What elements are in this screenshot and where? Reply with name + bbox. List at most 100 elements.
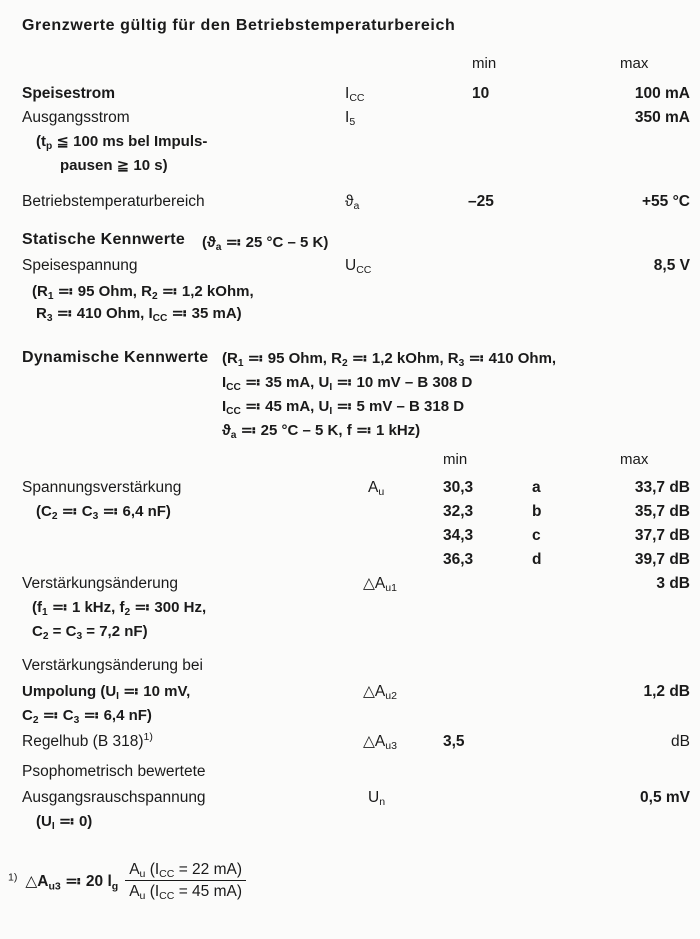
gain-cond-c: ≕ 6,4 nF) [98, 503, 171, 520]
footnote-equals: ≕ 20 [60, 873, 108, 891]
stat-c2-sub2: CC [152, 313, 168, 325]
dyn-c1-a: (R [222, 350, 238, 367]
gain-change-1-condition-line1: (f1 ≕ 1 kHz, f2 ≕ 300 Hz, [32, 599, 207, 618]
dynamische-condition-line4: ϑa ≕ 25 °C – 5 K, f ≕ 1 kHz) [222, 422, 420, 441]
row-label-regelhub: Regelhub (B 318)1) [22, 731, 153, 750]
symbol-delta-au1-sub: u1 [385, 582, 397, 595]
stat-c1-c: ≕ 1,2 kOhm, [157, 283, 254, 300]
footnote-denominator: Au (ICC = 45 mA) [125, 881, 246, 901]
symbol-un-base: U [368, 789, 380, 806]
dyn-c3-a: I [222, 398, 227, 415]
symbol-delta-au1: △Au1 [363, 575, 397, 595]
section-heading-statische-kennwerte: Statische Kennwerte [22, 231, 186, 248]
symbol-delta-au3-sub: u3 [385, 740, 397, 753]
row-label-verstaerkungsaenderung-2-line2: Umpolung (UI ≕ 10 mV, [22, 683, 191, 703]
value-rauschspannung-max: 0,5 mV [640, 789, 690, 806]
symbol-delta-au2-prefix: △A [363, 683, 386, 700]
gc2-l3-b: ≕ C [38, 707, 74, 724]
dyn-c1-c: ≕ 1,2 kOhm, R [347, 350, 459, 367]
symbol-icc-sub: CC [349, 92, 365, 105]
footnote-log-sub: g [111, 880, 119, 893]
row-label-rauschspannung-line2: Ausgangsrauschspannung [22, 789, 206, 806]
dynamische-condition-line3: ICC ≕ 45 mA, UI ≕ 5 mV – B 318 D [222, 398, 465, 417]
gain-row-max-d: 39,7 dB [634, 551, 690, 568]
gc2-l2-a: Umpolung (U [22, 683, 117, 700]
footnote-num-sub2: CC [159, 868, 175, 881]
row-label-spannungsverstaerkung: Spannungsverstärkung [22, 479, 182, 496]
row-label-speisespannung: Speisespannung [22, 257, 138, 274]
row-label-verstaerkungsaenderung-2-line3: C2 ≕ C3 ≕ 6,4 nF) [22, 707, 152, 727]
stat-cond-symbol: ϑ [207, 234, 216, 251]
gain-row-max-a: 33,7 dB [634, 479, 690, 496]
symbol-un: Un [368, 789, 386, 809]
dyn-c1-sub3: 3 [458, 358, 465, 370]
footnote-symbol-sub: u3 [48, 880, 61, 893]
gc2-l2-b: ≕ 10 mV, [119, 683, 191, 700]
symbol-au: Au [368, 480, 384, 498]
gain-row-variant-d: d [532, 551, 542, 568]
value-regelhub-min: 3,5 [443, 733, 465, 750]
dynamic-min-header: min [443, 451, 468, 468]
regelhub-footnote-marker: 1) [143, 731, 153, 744]
row-label-speisestrom: Speisestrom [22, 85, 116, 102]
gain-condition: (C2 ≕ C3 ≕ 6,4 nF) [36, 503, 171, 523]
gain-cond-sub1: 2 [51, 511, 58, 523]
symbol-i5-base: I [345, 109, 350, 126]
symbol-delta-au1-prefix: △A [363, 575, 386, 592]
section-heading-dynamische-kennwerte: Dynamische Kennwerte [22, 349, 209, 366]
gc2-l2-sub: I [116, 691, 119, 703]
pulse-note-line1-sub: p [46, 141, 53, 153]
value-ausgangsstrom-max: 350 mA [634, 109, 690, 126]
value-verstaerkungsaenderung-2-max: 1,2 dB [643, 683, 690, 700]
footnote-fraction: Au (ICC = 22 mA) Au (ICC = 45 mA) [125, 861, 247, 901]
noise-cond-a: (U [36, 813, 52, 830]
symbol-un-sub: n [379, 796, 386, 809]
dyn-c4-a: ϑ [222, 422, 231, 439]
page-title: Grenzwerte gültig für den Betriebstemper… [22, 17, 456, 34]
footnote-den-a: A [129, 883, 140, 900]
gain-row-variant-a: a [532, 479, 541, 496]
regelhub-name: Regelhub (B 318) [22, 733, 144, 750]
row-label-verstaerkungsaenderung-2-line1: Verstärkungsänderung bei [22, 657, 203, 674]
gc2-l3-sub2: 3 [73, 715, 80, 727]
gc1-c2-b: = C [48, 623, 77, 640]
row-label-rauschspannung-line1: Psophometrisch bewertete [22, 763, 206, 780]
value-regelhub-max: dB [671, 733, 690, 750]
footnote-num-a: A [129, 861, 140, 878]
footnote-den-b: (I [145, 883, 160, 900]
dynamic-max-header: max [620, 451, 649, 468]
footnote-numerator: Au (ICC = 22 mA) [125, 861, 247, 881]
gc2-l3-c: ≕ 6,4 nF) [79, 707, 152, 724]
limits-max-header: max [620, 55, 649, 72]
footnote-symbol-prefix: △A [25, 873, 49, 891]
stat-c1-a: (R [32, 283, 48, 300]
dyn-c1-d: ≕ 410 Ohm, [464, 350, 557, 367]
stat-c2-sub1: 3 [46, 313, 53, 325]
pulse-note-line1-pre: (t [36, 133, 46, 150]
stat-c2-b: ≕ 410 Ohm, I [52, 305, 153, 322]
noise-cond-sub: I [51, 821, 55, 833]
gc1-c2-sub2: 3 [76, 631, 83, 643]
dyn-c2-b: ≕ 35 mA, U [240, 374, 330, 391]
footnote-den-sub1: u [139, 890, 146, 903]
stat-c2-a: R [36, 305, 47, 322]
footnote-den-c: = 45 mA) [174, 883, 243, 900]
dyn-c2-c: ≕ 10 mV – B 308 D [332, 374, 473, 391]
symbol-i5: I5 [345, 109, 355, 128]
rauschspannung-condition: (UI ≕ 0) [36, 813, 92, 833]
dynamische-condition-line1: (R1 ≕ 95 Ohm, R2 ≕ 1,2 kOhm, R3 ≕ 410 Oh… [222, 350, 557, 370]
stat-cond-post: ≕ 25 °C – 5 K) [221, 234, 329, 251]
dyn-c1-sub2: 2 [341, 358, 348, 370]
dyn-c1-sub1: 1 [237, 358, 244, 370]
symbol-theta-a: ϑa [345, 193, 359, 212]
gc1-c1-c: ≕ 300 Hz, [130, 599, 207, 616]
pulse-note-line1: (tp ≦ 100 ms bel Impuls- [36, 133, 207, 153]
value-speisespannung-max: 8,5 V [653, 257, 690, 274]
symbol-theta-base: ϑ [345, 193, 354, 210]
stat-c2-c: ≕ 35 mA) [167, 305, 242, 322]
gain-row-max-b: 35,7 dB [634, 503, 690, 520]
dynamische-condition-line2: ICC ≕ 35 mA, UI ≕ 10 mV – B 308 D [222, 374, 473, 393]
dyn-c3-c: ≕ 5 mV – B 318 D [332, 398, 465, 415]
value-temp-max: +55 °C [642, 193, 690, 210]
